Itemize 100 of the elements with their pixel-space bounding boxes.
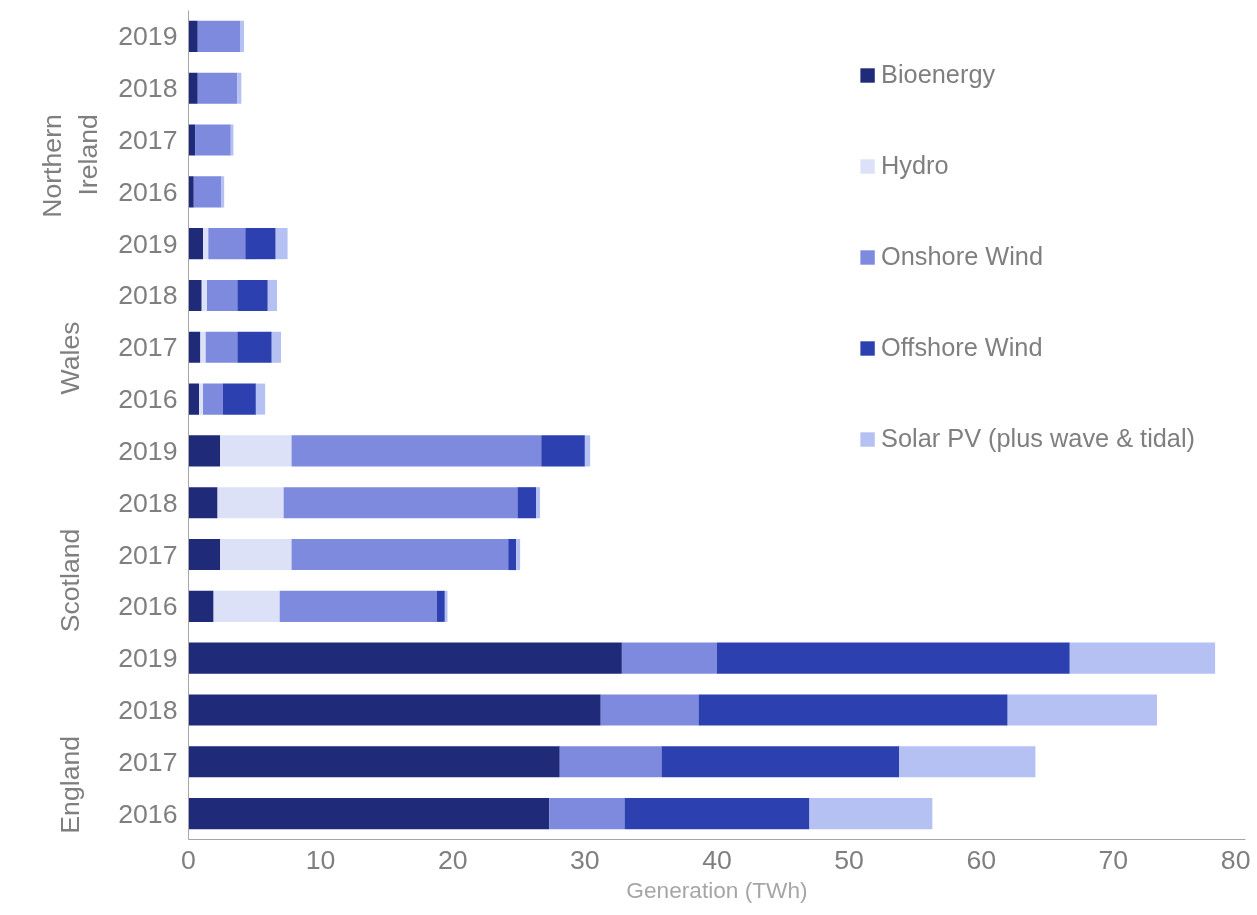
bar: [188, 176, 194, 208]
bar: [283, 487, 518, 519]
y-tick-label: 2018: [118, 280, 178, 311]
x-tick-label: 50: [834, 844, 864, 875]
bar: [517, 487, 536, 519]
bar: [188, 124, 196, 156]
bar: [188, 746, 560, 778]
bar: [203, 383, 223, 415]
y-tick-label: 2017: [118, 539, 178, 570]
bar: [205, 331, 238, 363]
bar: [188, 487, 218, 519]
x-axis-title: Generation (TWh): [626, 876, 808, 903]
x-tick-label: 10: [305, 844, 336, 875]
bar: [1007, 694, 1157, 726]
legend-label: Bioenergy: [881, 60, 996, 89]
x-tick-label: 0: [181, 844, 196, 875]
text: Wales: [54, 321, 85, 395]
y-tick-label: 2019: [118, 643, 178, 674]
bar: [621, 642, 717, 674]
bar: [508, 538, 517, 571]
x-tick-label: 60: [966, 844, 997, 875]
y-tick-label: 2019: [118, 435, 178, 466]
bar: [222, 383, 256, 415]
bar: [197, 72, 238, 104]
bar: [291, 538, 509, 571]
bar: [220, 435, 292, 467]
legend-label: Hydro: [881, 151, 949, 180]
bar: [1069, 642, 1216, 674]
x-tick-label: 30: [570, 844, 600, 875]
bar: [255, 383, 266, 415]
bar: [240, 20, 244, 52]
y-tick-label: 2017: [118, 332, 178, 363]
x-tick-label: 80: [1220, 844, 1251, 875]
y-tick-label: 2017: [118, 125, 178, 156]
bar: [535, 487, 540, 519]
bar: [698, 694, 1008, 726]
bar: [549, 798, 625, 830]
bar: [201, 279, 207, 312]
bar: [188, 228, 204, 260]
bar: [267, 279, 278, 312]
bar: [188, 590, 214, 622]
bar: [600, 694, 699, 726]
legend-label: Solar PV (plus wave & tidal): [881, 424, 1195, 453]
bar: [208, 228, 246, 260]
x-tick-label: 40: [702, 844, 732, 875]
bar: [220, 538, 292, 571]
y-tick-label: 2019: [118, 228, 178, 259]
bar: [237, 331, 272, 363]
bar: [809, 798, 933, 830]
bar: [279, 590, 437, 622]
text: Northern Ireland: [36, 114, 103, 218]
y-tick-label: 2018: [118, 73, 178, 104]
legend-label: Offshore Wind: [881, 333, 1043, 362]
bar: [436, 590, 445, 622]
bar: [624, 798, 810, 830]
y-tick-label: 2018: [118, 487, 178, 518]
bar: [188, 642, 622, 674]
bar: [197, 20, 241, 52]
bar: [188, 383, 200, 415]
bar: [188, 798, 550, 830]
text: England: [54, 735, 85, 834]
bar: [275, 228, 288, 260]
bar: [217, 487, 284, 519]
bar: [199, 383, 204, 415]
bar: [188, 331, 201, 363]
bar: [188, 72, 198, 104]
bar: [271, 331, 281, 363]
bar: [717, 642, 1070, 674]
bar: [188, 538, 221, 571]
bar: [193, 176, 222, 208]
bar: [559, 746, 662, 778]
text: Scotland: [54, 528, 85, 633]
x-tick-label: 70: [1098, 844, 1129, 875]
y-tick-label: 2016: [118, 798, 178, 829]
y-tick-label: 2019: [118, 21, 178, 52]
bar: [188, 20, 198, 52]
bar: [245, 228, 276, 260]
bar: [584, 435, 591, 467]
bar: [203, 228, 209, 260]
bar: [195, 124, 231, 156]
bar: [661, 746, 900, 778]
bar: [213, 590, 280, 622]
x-tick-label: 20: [437, 844, 468, 875]
bar: [516, 538, 521, 571]
bar: [899, 746, 1036, 778]
y-tick-label: 2016: [118, 591, 178, 622]
bar: [188, 694, 601, 726]
bar: [188, 279, 202, 312]
y-tick-label: 2018: [118, 694, 178, 725]
bar: [188, 435, 221, 467]
bar: [200, 331, 206, 363]
y-tick-label: 2016: [118, 176, 178, 207]
bar: [541, 435, 585, 467]
y-tick-label: 2016: [118, 384, 178, 415]
y-tick-label: 2017: [118, 746, 178, 777]
bar: [207, 279, 238, 312]
legend-label: Onshore Wind: [881, 242, 1043, 271]
bar: [237, 72, 242, 104]
bar: [291, 435, 542, 467]
bar: [237, 279, 268, 312]
